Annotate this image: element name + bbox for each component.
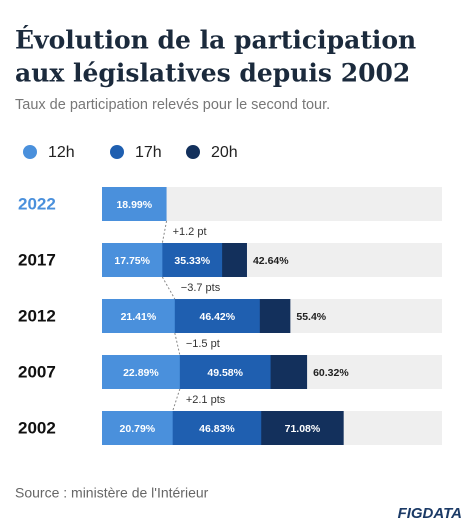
logo: FIGDATA	[398, 505, 462, 522]
annotation: −3.7 pts	[181, 282, 221, 294]
connector	[161, 276, 176, 300]
value-label: 55.4%	[296, 311, 326, 323]
bar	[102, 187, 167, 221]
source: Source : ministère de l'Intérieur	[15, 485, 209, 501]
chart-title-line-1: Évolution de la participation	[15, 26, 416, 55]
year-label: 2012	[18, 306, 56, 325]
year-label: 2017	[18, 250, 56, 269]
legend-label: 12h	[48, 144, 75, 161]
value-label: 42.64%	[253, 255, 289, 267]
bar	[102, 243, 163, 277]
value-label: 22.89%	[123, 367, 159, 379]
annotation: +2.1 pts	[186, 394, 226, 406]
value-label: 60.32%	[313, 367, 349, 379]
value-label: 21.41%	[121, 311, 157, 323]
annotation: +1.2 pt	[173, 226, 207, 238]
year-label: 2002	[18, 418, 56, 437]
legend-label: 20h	[211, 144, 238, 161]
chart-title-line-2: aux législatives depuis 2002	[15, 59, 410, 88]
value-label: 17.75%	[114, 255, 150, 267]
value-label: 35.33%	[174, 255, 210, 267]
legend-swatch	[23, 145, 37, 159]
annotation: −1.5 pt	[186, 338, 220, 350]
connector	[174, 332, 181, 356]
value-label: 46.83%	[199, 423, 235, 435]
bar	[102, 355, 180, 389]
value-label: 49.58%	[207, 367, 243, 379]
connector	[161, 220, 168, 244]
legend-swatch	[186, 145, 200, 159]
connector	[172, 388, 181, 412]
value-label: 46.42%	[199, 311, 235, 323]
legend-swatch	[110, 145, 124, 159]
bar	[102, 299, 175, 333]
year-label: 2007	[18, 362, 56, 381]
chart-subtitle: Taux de participation relevés pour le se…	[15, 97, 330, 113]
value-label: 20.79%	[120, 423, 156, 435]
legend-label: 17h	[135, 144, 162, 161]
value-label: 71.08%	[285, 423, 321, 435]
bar	[102, 411, 173, 445]
value-label: 18.99%	[116, 199, 152, 211]
year-label: 2022	[18, 194, 56, 213]
